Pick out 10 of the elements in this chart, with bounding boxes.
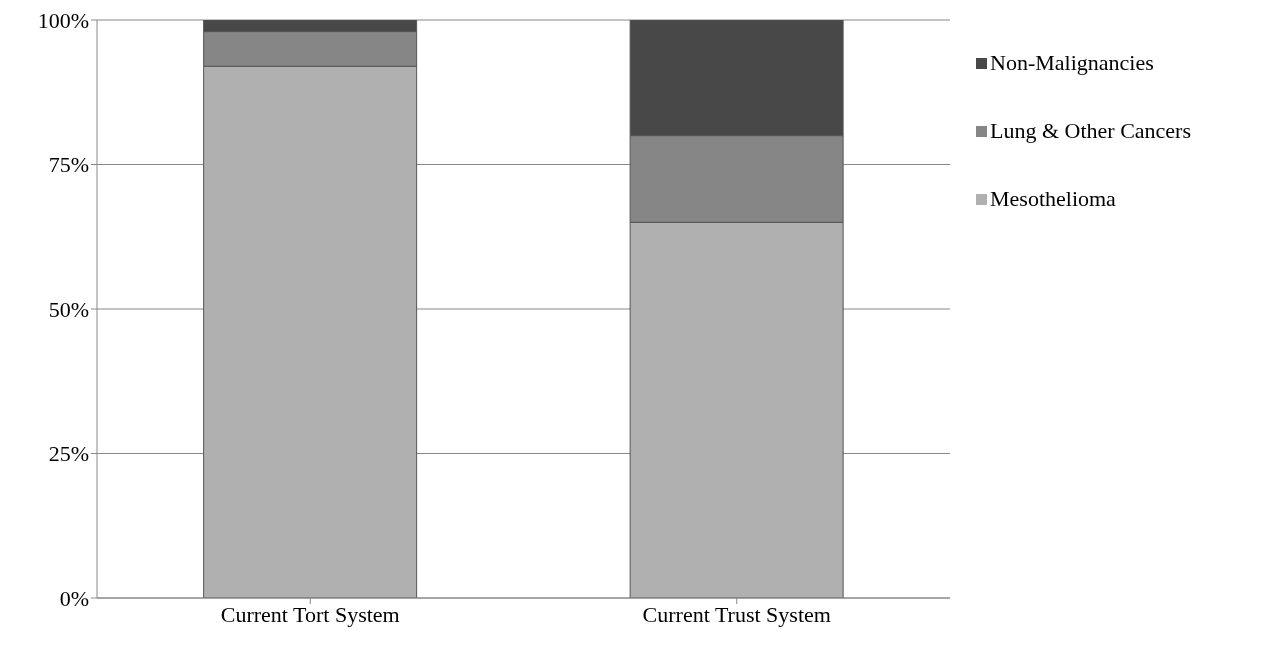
legend-label: Lung & Other Cancers [990, 118, 1191, 144]
x-tick-label: Current Trust System [642, 601, 831, 627]
legend-label: Mesothelioma [990, 186, 1116, 212]
y-tick-label: 50% [48, 296, 89, 322]
y-tick-label: 100% [37, 7, 89, 33]
legend-label: Non-Malignancies [990, 50, 1154, 76]
y-tick-label: 75% [48, 152, 89, 178]
y-tick-label: 0% [59, 585, 89, 611]
y-tick-label: 25% [48, 441, 89, 467]
x-tick-label: Current Tort System [220, 601, 400, 627]
